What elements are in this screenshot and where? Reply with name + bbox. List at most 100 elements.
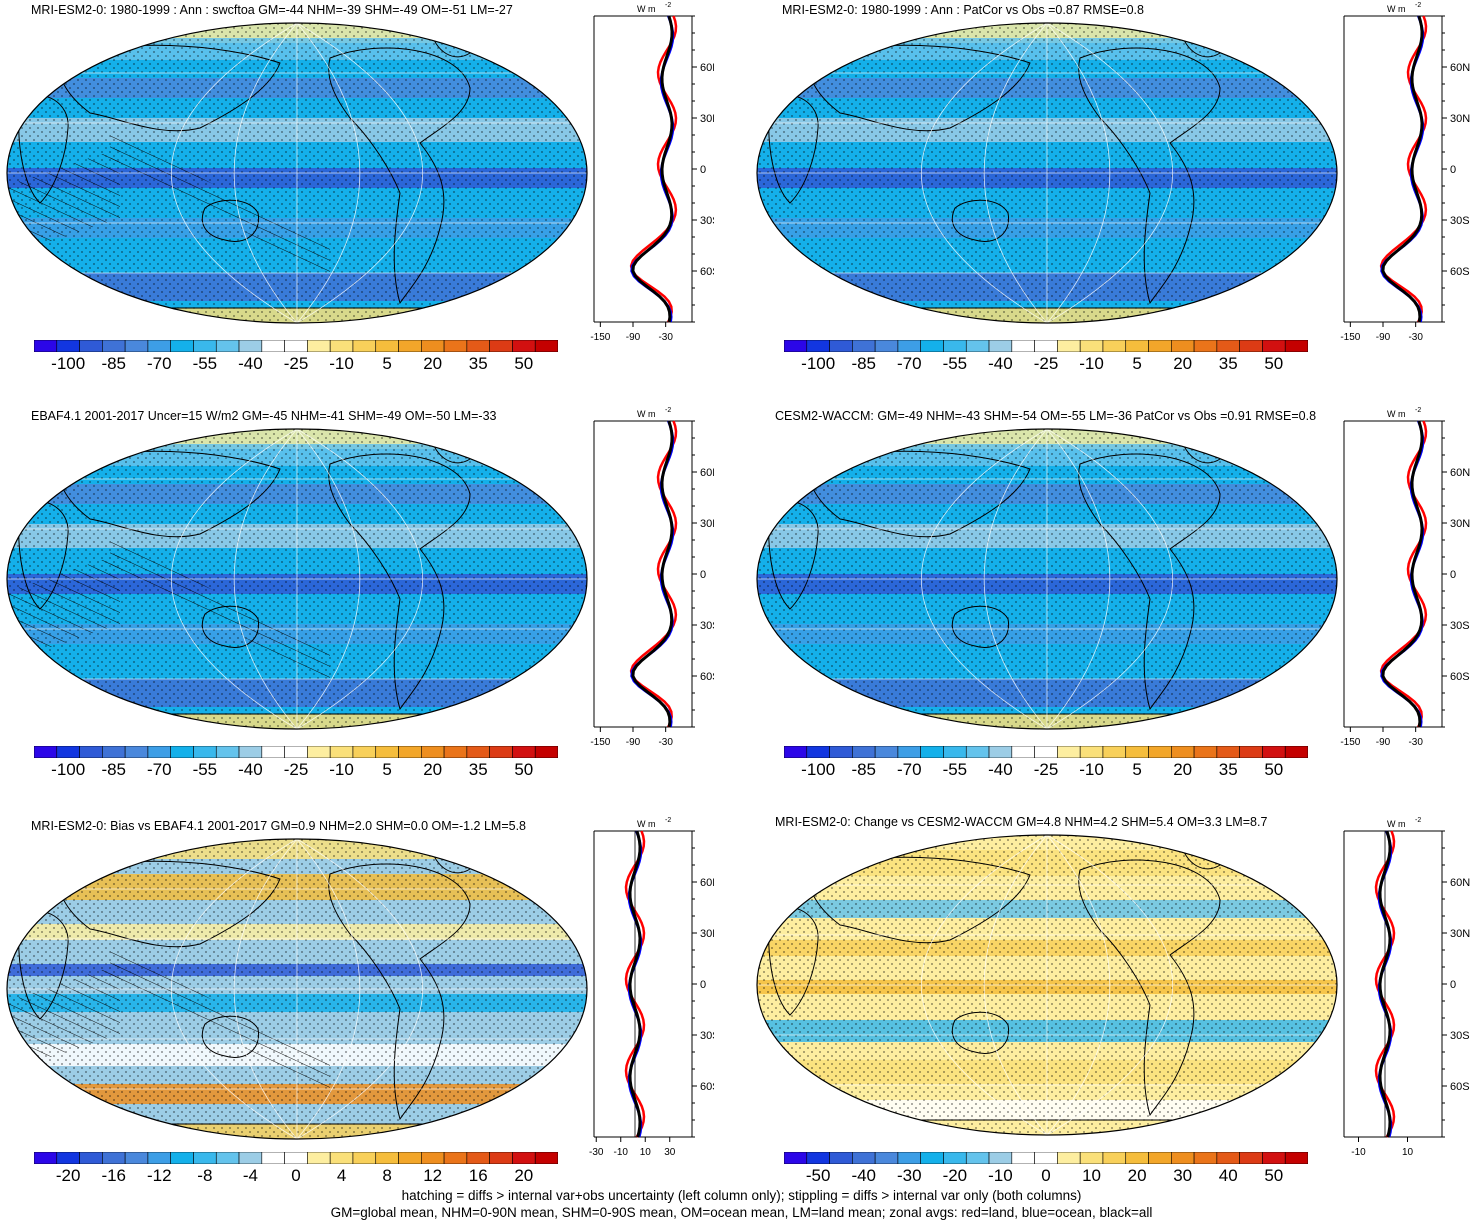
colorbar-swatch [1034, 1152, 1058, 1164]
colorbar-swatch [56, 1152, 80, 1164]
colorbar-swatch [512, 746, 536, 758]
colorbar-swatch [34, 340, 58, 352]
colorbar-swatch [1034, 340, 1058, 352]
colorbar-labels: -100 -85 -70 -55 -40 -25 -10 5 20 35 50 [34, 760, 558, 784]
zonal-lat-tick: 30S [1450, 215, 1470, 227]
world-map [6, 22, 588, 324]
colorbar-swatch [466, 340, 490, 352]
zonal-x-tick: -150 [590, 332, 610, 343]
colorbar-tick-label: 20 [514, 1166, 534, 1185]
colorbar-tick-label: -40 [988, 760, 1013, 779]
colorbar-swatch [124, 1152, 149, 1164]
colorbar-swatch [874, 746, 899, 758]
colorbar-tick-label: 50 [1264, 760, 1284, 779]
colorbar-swatch [124, 746, 149, 758]
map-border [756, 834, 1338, 1136]
colorbar-swatch [1216, 1152, 1240, 1164]
colorbar-swatch [421, 1152, 445, 1164]
zonal-x-tick: -90 [626, 332, 641, 343]
colorbar-tick-label: 20 [423, 760, 443, 779]
colorbar-swatch [79, 1152, 103, 1164]
colorbar-swatch [1262, 1152, 1286, 1164]
zonal-x-tick: -30 [658, 737, 673, 748]
colorbar-tick-label: -85 [101, 760, 127, 779]
zonal-lat-tick: 30N [1450, 113, 1470, 125]
colorbar-tick-label: 50 [1264, 1166, 1284, 1185]
colorbar-tick-label: -55 [192, 760, 218, 779]
colorbar-swatch [1262, 746, 1286, 758]
colorbar-swatch [307, 746, 331, 758]
colorbar-tick-label: -40 [851, 1166, 877, 1185]
colorbar-swatch [897, 340, 921, 352]
colorbar-swatch [489, 1152, 513, 1164]
zonal-lat-tick: 0 [700, 569, 706, 581]
zonal-lat-tick: 60S [1450, 266, 1470, 278]
colorbar-swatch [398, 1152, 422, 1164]
colorbar-swatch [124, 340, 149, 352]
colorbar-tick-label: -10 [1079, 760, 1104, 779]
graticule [7, 23, 587, 323]
colorbar-swatch [56, 340, 80, 352]
zonal-lat-tick: 0 [700, 164, 706, 176]
zonal-lat-tick: 60N [700, 877, 714, 889]
colorbar-swatch [1193, 1152, 1218, 1164]
colorbar-tick-label: 35 [1218, 760, 1238, 779]
colorbar-swatch [829, 746, 853, 758]
zonal-lat-tick: 30N [700, 113, 714, 125]
zonal-lat-tick: 60S [700, 266, 714, 278]
colorbar-swatch [1171, 746, 1195, 758]
zonal-mean-plot: W m -2 60N 30N 0 30S 60S -150 -90 -30 [590, 2, 714, 343]
colorbar-swatch [1193, 746, 1218, 758]
zonal-x-tick: -10 [614, 1147, 629, 1158]
zonal-lat-tick: 30S [700, 620, 714, 632]
colorbar-swatch [466, 746, 490, 758]
zonal-unit-exponent: -2 [665, 817, 671, 824]
zonal-lat-tick: 60N [1450, 877, 1470, 889]
zonal-lat-tick: 60S [700, 671, 714, 683]
colorbar-tick-label: -55 [192, 354, 218, 373]
colorbar-tick-label: -85 [851, 354, 877, 373]
colorbar-swatch [897, 746, 921, 758]
colorbar-tick-label: 30 [1173, 1166, 1193, 1185]
colorbar-swatch [943, 1152, 967, 1164]
colorbar-swatch [193, 1152, 217, 1164]
colorbar-tick-label: -20 [942, 1166, 968, 1185]
colorbar [784, 1152, 1308, 1164]
zonal-x-tick: -90 [626, 737, 641, 748]
zonal-lat-tick: 60N [1450, 62, 1470, 74]
colorbar-tick-label: 20 [1127, 1166, 1147, 1185]
zonal-lat-tick: 60N [1450, 467, 1470, 479]
colorbar-swatch [329, 340, 354, 352]
zonal-lat-tick: 30N [1450, 518, 1470, 530]
colorbar-tick-label: -10 [329, 760, 354, 779]
zonal-all-curve [631, 420, 674, 728]
colorbar-tick-label: -100 [51, 354, 86, 373]
colorbar-swatch [34, 746, 58, 758]
colorbar-swatch [534, 1152, 558, 1164]
colorbar-swatch [1057, 340, 1081, 352]
zonal-lat-tick: 60N [700, 62, 714, 74]
colorbar-swatch [852, 746, 876, 758]
colorbar-swatch [1284, 1152, 1308, 1164]
zonal-land-curve [629, 15, 678, 323]
colorbar-swatch [307, 1152, 331, 1164]
colorbar-tick-label: 20 [1173, 760, 1193, 779]
colorbar-swatch [1034, 746, 1058, 758]
zonal-x-tick: -30 [1408, 737, 1423, 748]
colorbar-swatch [443, 746, 468, 758]
hatching [110, 128, 330, 278]
hatching [7, 148, 120, 258]
colorbar-tick-label: -50 [805, 1166, 831, 1185]
colorbar-tick-label: 5 [382, 760, 392, 779]
zonal-x-tick: -30 [1408, 332, 1423, 343]
colorbar-tick-label: 50 [514, 354, 534, 373]
map-border [756, 428, 1338, 730]
panel-title: MRI-ESM2-0: 1980-1999 : Ann : PatCor vs … [782, 3, 1144, 17]
zonal-lat-tick: 60S [1450, 671, 1470, 683]
zonal-lat-tick: 30S [700, 1030, 714, 1042]
colorbar-swatch [147, 1152, 171, 1164]
colorbar-labels: -20 -16 -12 -8 -4 0 4 8 12 16 20 [34, 1166, 558, 1190]
colorbar-swatch [375, 746, 399, 758]
colorbar-swatch [1239, 746, 1263, 758]
graticule [757, 835, 1337, 1135]
